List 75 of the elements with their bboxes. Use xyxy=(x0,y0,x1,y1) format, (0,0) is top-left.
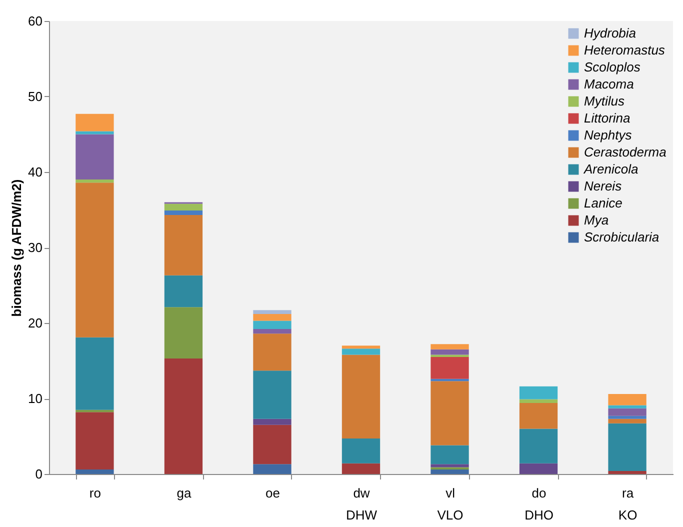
bar xyxy=(76,114,114,132)
legend-label: Lanice xyxy=(584,196,622,210)
x-tick-label: dw DHW xyxy=(346,486,378,522)
bar xyxy=(76,469,114,474)
bar xyxy=(608,418,646,424)
y-tick-label: 40 xyxy=(28,164,42,180)
bar xyxy=(608,405,646,408)
bar xyxy=(164,215,203,276)
bar xyxy=(76,412,114,470)
bar xyxy=(608,394,646,406)
bar xyxy=(430,381,469,446)
bar xyxy=(519,463,558,474)
x-tick-label: ra KO xyxy=(618,486,638,522)
bar xyxy=(76,131,114,134)
legend-label: Nereis xyxy=(584,178,622,194)
bar xyxy=(342,346,380,349)
bar xyxy=(76,134,114,180)
bar xyxy=(519,428,558,464)
bar xyxy=(164,204,203,211)
bar xyxy=(519,386,558,400)
y-tick-label: 10 xyxy=(28,391,42,406)
legend-label: Hydrobia xyxy=(584,26,636,40)
legend-label: Macoma xyxy=(584,76,634,92)
bar xyxy=(253,329,292,334)
y-tick-label: 60 xyxy=(28,14,42,28)
bar xyxy=(430,445,469,464)
bar xyxy=(608,423,646,471)
bar xyxy=(342,438,380,464)
bar xyxy=(430,464,469,468)
legend-label: Littorina xyxy=(584,110,630,126)
bar xyxy=(519,403,558,429)
legend-label: Arenicola xyxy=(583,162,638,176)
bar xyxy=(164,210,203,216)
x-tick-label: vl VLO xyxy=(437,486,464,522)
x-tick-label: ga xyxy=(176,486,192,500)
bar xyxy=(430,344,469,350)
y-tick-label: 0 xyxy=(35,466,42,482)
bar xyxy=(164,275,203,308)
y-tick-label: 20 xyxy=(28,316,42,330)
x-tick-label: do DHO xyxy=(524,486,554,522)
bar xyxy=(164,358,203,474)
legend-label: Mytilus xyxy=(584,94,625,108)
bar xyxy=(608,416,646,419)
bar xyxy=(342,348,380,355)
bar xyxy=(253,310,292,314)
y-axis-title: biomass (g AFDW/m2) xyxy=(9,179,24,317)
legend-label: Scrobicularia xyxy=(584,230,660,244)
bar xyxy=(608,408,646,416)
bar xyxy=(76,337,114,410)
bar xyxy=(519,399,558,404)
x-tick-label: oe xyxy=(266,486,280,500)
legend-label: Heteromastus xyxy=(584,42,666,58)
bar xyxy=(253,334,292,371)
legend-label: Nephtys xyxy=(584,128,632,142)
legend-label: Scoloplos xyxy=(584,60,641,74)
bar xyxy=(342,463,380,474)
bar xyxy=(253,424,292,464)
y-tick-label: 50 xyxy=(28,89,42,104)
bar xyxy=(342,354,380,439)
bar xyxy=(253,320,292,330)
bar xyxy=(430,469,469,474)
bar xyxy=(253,314,292,321)
x-tick-label: ro xyxy=(89,486,101,500)
legend-label: Mya xyxy=(584,212,609,228)
bar xyxy=(76,180,114,183)
bar xyxy=(253,370,292,419)
legend-label: Cerastoderma xyxy=(584,144,666,160)
y-tick-label: 30 xyxy=(28,240,42,255)
bar xyxy=(253,418,292,425)
bar xyxy=(164,307,203,358)
bar xyxy=(430,349,469,355)
bar xyxy=(76,182,114,338)
bar xyxy=(253,464,292,474)
bar xyxy=(608,470,646,474)
bar xyxy=(430,356,469,379)
